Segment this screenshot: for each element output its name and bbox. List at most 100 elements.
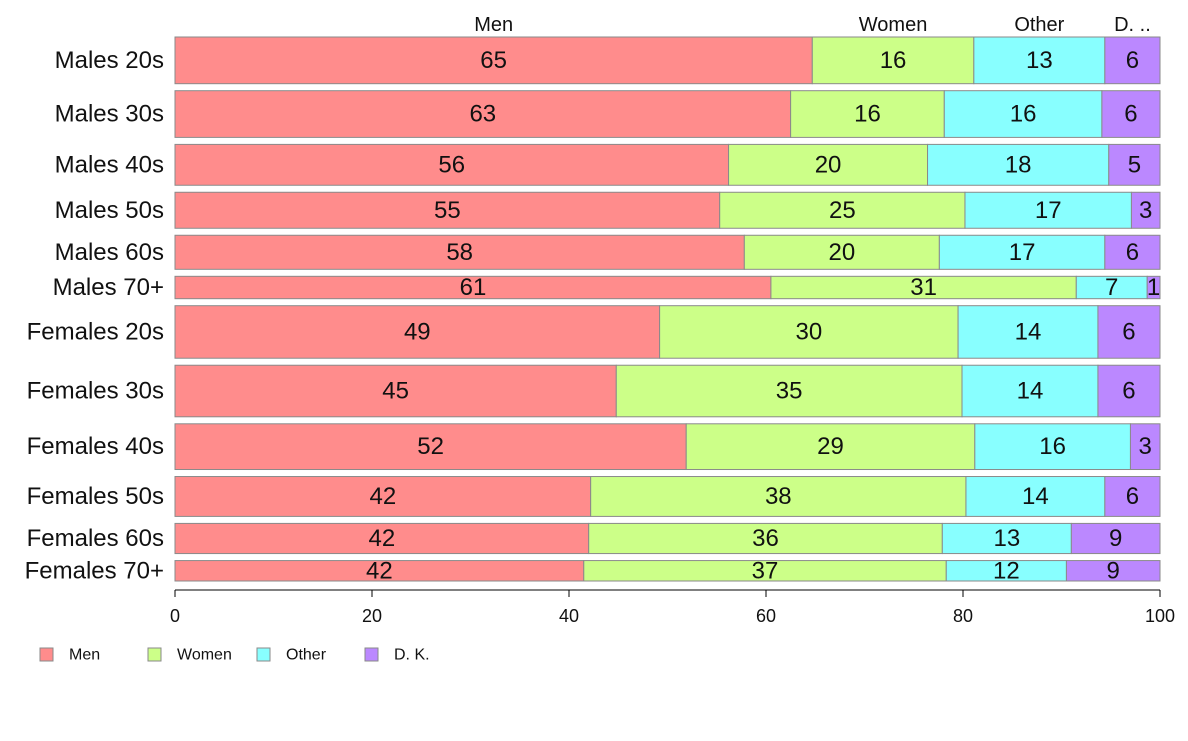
segment-value-label: 3 (1139, 433, 1152, 460)
row-label: Males 60s (55, 239, 164, 266)
segment-value-label: 1 (1147, 274, 1160, 301)
segment-value-label: 37 (752, 557, 779, 584)
row-label: Females 30s (27, 378, 164, 405)
segment-value-label: 16 (1010, 101, 1037, 128)
segment-value-label: 31 (910, 274, 937, 301)
segment-value-label: 25 (829, 197, 856, 224)
bar-segment-men (174, 423, 687, 471)
segment-value-label: 9 (1109, 525, 1122, 552)
bar-segment-women (719, 191, 966, 229)
segment-value-label: 17 (1009, 239, 1036, 266)
segment-value-label: 6 (1122, 378, 1135, 405)
segment-value-label: 12 (993, 557, 1020, 584)
segment-value-label: 29 (817, 433, 844, 460)
segment-value-label: 55 (434, 197, 461, 224)
segment-value-label: 13 (993, 525, 1020, 552)
row-label: Females 60s (27, 525, 164, 552)
segment-value-label: 42 (368, 525, 395, 552)
bar-segment-men (174, 90, 792, 138)
segment-value-label: 42 (369, 483, 396, 510)
x-tick-label: 20 (362, 606, 382, 626)
segment-value-label: 6 (1126, 47, 1139, 74)
row-label: Males 40s (55, 151, 164, 178)
segment-value-label: 38 (765, 483, 792, 510)
column-header: Other (1014, 14, 1064, 36)
segment-value-label: 36 (752, 525, 779, 552)
bar-segment-women (790, 90, 945, 138)
bar-segment-d-k (1104, 234, 1161, 270)
segment-value-label: 5 (1128, 151, 1141, 178)
bar-segment-d-k (1104, 476, 1161, 517)
bar-segment-other (973, 36, 1106, 85)
bar-segment-women (588, 522, 943, 555)
bar-segment-women (615, 364, 963, 418)
segment-value-label: 63 (469, 101, 496, 128)
segment-value-label: 16 (854, 101, 881, 128)
segment-value-label: 35 (776, 378, 803, 405)
bar-segment-d-k (1104, 36, 1161, 85)
legend-label: Men (69, 647, 100, 664)
segment-value-label: 18 (1005, 151, 1032, 178)
legend-swatch (364, 647, 379, 662)
segment-value-label: 52 (417, 433, 444, 460)
segment-value-label: 6 (1126, 239, 1139, 266)
segment-value-label: 14 (1017, 378, 1044, 405)
segment-value-label: 42 (366, 557, 393, 584)
bar-segment-d-k (1097, 305, 1161, 359)
column-header: D. .. (1114, 14, 1151, 36)
row-label: Males 50s (55, 197, 164, 224)
bar-segment-women (728, 143, 929, 186)
bar-segment-other (943, 90, 1103, 138)
bar-segment-other (961, 364, 1099, 418)
x-tick-label: 60 (756, 606, 776, 626)
segment-value-label: 45 (382, 378, 409, 405)
column-header: Women (859, 14, 928, 36)
bar-segment-men (174, 476, 592, 517)
legend-label: D. K. (394, 647, 430, 664)
legend-label: Women (177, 647, 232, 664)
x-tick-label: 40 (559, 606, 579, 626)
segment-value-label: 65 (480, 47, 507, 74)
bar-segment-other (938, 234, 1106, 270)
bar-segment-women (659, 305, 959, 359)
segment-value-label: 56 (438, 151, 465, 178)
legend-swatch (256, 647, 271, 662)
bar-segment-d-k (1101, 90, 1161, 138)
bar-segment-other (957, 305, 1099, 359)
segment-value-label: 9 (1107, 557, 1120, 584)
legend-swatch (147, 647, 162, 662)
legend-swatch (39, 647, 54, 662)
segment-value-label: 6 (1122, 318, 1135, 345)
bar-segment-d-k (1070, 522, 1161, 555)
bar-segment-women (685, 423, 976, 471)
row-label: Females 70+ (25, 557, 164, 584)
bar-segment-d-k (1108, 143, 1161, 186)
bar-segment-men (174, 522, 590, 555)
segment-value-label: 14 (1015, 318, 1042, 345)
segment-value-label: 49 (404, 318, 431, 345)
legend-label: Other (286, 647, 327, 664)
segment-value-label: 14 (1022, 483, 1049, 510)
bar-segment-d-k (1146, 275, 1161, 300)
row-label: Females 40s (27, 433, 164, 460)
bar-segment-men (174, 36, 813, 85)
segment-value-label: 20 (828, 239, 855, 266)
column-header: Men (474, 14, 513, 36)
segment-value-label: 20 (815, 151, 842, 178)
bar-segment-men (174, 143, 730, 186)
bar-segment-d-k (1065, 560, 1161, 582)
row-label: Females 20s (27, 318, 164, 345)
x-tick-label: 80 (953, 606, 973, 626)
bar-segment-women (811, 36, 975, 85)
row-label: Males 20s (55, 47, 164, 74)
x-tick-label: 0 (170, 606, 180, 626)
segment-value-label: 3 (1139, 197, 1152, 224)
row-label: Females 50s (27, 483, 164, 510)
segment-value-label: 30 (795, 318, 822, 345)
bar-segment-men (174, 234, 745, 270)
bar-segment-men (174, 305, 661, 359)
segment-value-label: 6 (1126, 483, 1139, 510)
segment-value-label: 13 (1026, 47, 1053, 74)
